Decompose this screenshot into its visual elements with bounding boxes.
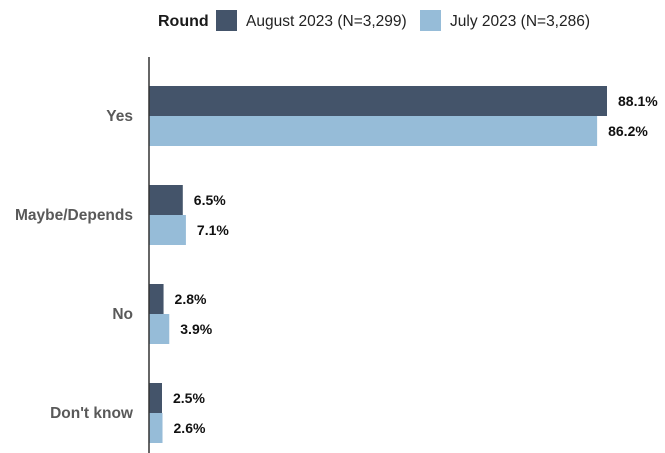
bar-august-yes xyxy=(149,86,607,116)
value-label-august-maybe-depends: 6.5% xyxy=(194,192,226,208)
legend-title: Round xyxy=(158,13,209,30)
legend-swatch-august xyxy=(216,10,237,31)
bar-august-maybe-depends xyxy=(149,185,183,215)
bar-july-don-t-know xyxy=(149,413,163,443)
value-label-july-don-t-know: 2.6% xyxy=(174,420,206,436)
bar-july-maybe-depends xyxy=(149,215,186,245)
bar-august-no xyxy=(149,284,164,314)
legend-label-august: August 2023 (N=3,299) xyxy=(246,13,407,30)
bar-july-yes xyxy=(149,116,598,146)
bar-august-don-t-know xyxy=(149,383,162,413)
plot-area: Yes 88.1% 86.2% Maybe/Depends 6.5% 7.1% No 2.8%… xyxy=(15,57,658,453)
legend-swatch-july xyxy=(420,10,441,31)
legend-label-july: July 2023 (N=3,286) xyxy=(450,13,590,30)
value-label-july-yes: 86.2% xyxy=(608,123,648,139)
value-label-july-no: 3.9% xyxy=(180,321,212,337)
category-label-don-t-know: Don't know xyxy=(50,405,134,422)
category-label-yes: Yes xyxy=(106,108,133,125)
category-label-no: No xyxy=(112,306,133,323)
value-label-august-don-t-know: 2.5% xyxy=(173,390,205,406)
value-label-august-no: 2.8% xyxy=(175,291,207,307)
bar-july-no xyxy=(149,314,170,344)
value-label-july-maybe-depends: 7.1% xyxy=(197,222,229,238)
value-label-august-yes: 88.1% xyxy=(618,93,658,109)
legend: Round August 2023 (N=3,299) July 2023 (N… xyxy=(158,10,590,31)
category-label-maybe-depends: Maybe/Depends xyxy=(15,207,133,224)
